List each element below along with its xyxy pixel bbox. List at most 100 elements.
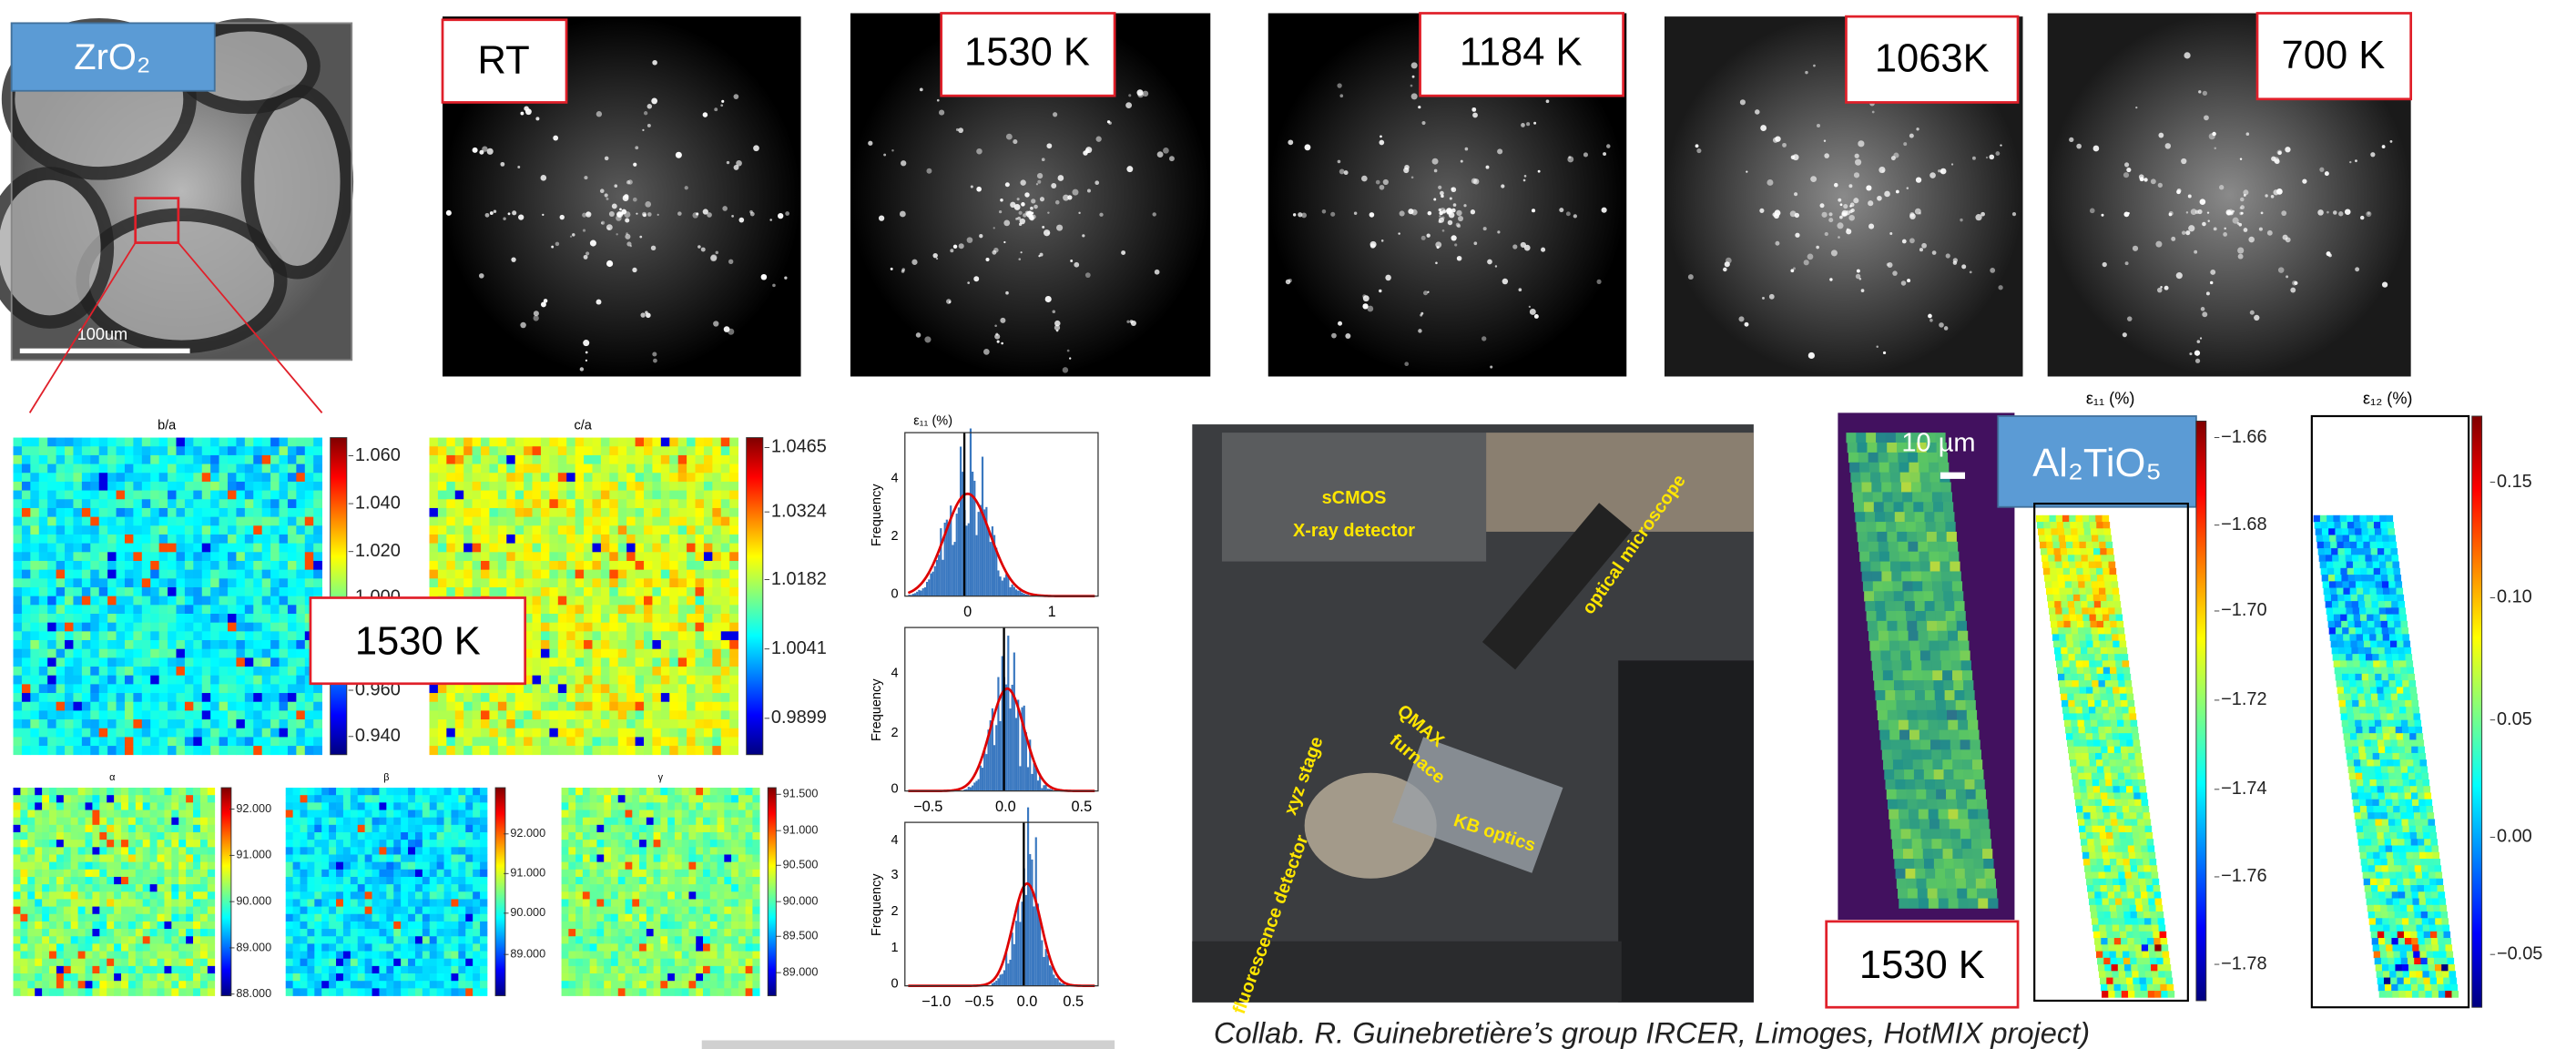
beta-cell [386, 795, 394, 803]
alpha-cell [70, 884, 78, 892]
ba-cell [270, 499, 280, 509]
ca-cell [497, 746, 507, 756]
alpha-cell [114, 929, 122, 937]
ca-cell [524, 596, 533, 606]
ca-cell [720, 684, 730, 694]
beta-cell [465, 943, 473, 952]
ca-cell [617, 578, 627, 588]
beta-cell [436, 884, 444, 892]
ca-cell [592, 614, 602, 624]
ba-cell [219, 463, 229, 474]
ba-cell [228, 667, 237, 677]
beta-cell [393, 929, 402, 937]
ca-cell [549, 684, 559, 694]
ba-cell [21, 605, 31, 615]
ba-cell [73, 543, 83, 553]
ca-cell [489, 552, 499, 562]
ba-cell [193, 728, 203, 738]
beta-cell [408, 840, 416, 848]
beta-cell [401, 884, 409, 892]
alpha-cell [121, 847, 129, 855]
ca-cell [463, 490, 473, 500]
ba-cell [73, 552, 83, 562]
beta-cell [401, 951, 409, 960]
beta-cell [465, 936, 473, 944]
ba-cell [21, 534, 31, 544]
alpha-cell [49, 943, 57, 952]
ba-cell [184, 746, 194, 756]
ba-cell [158, 578, 168, 588]
ca-cell [643, 516, 653, 526]
alpha-cell [13, 788, 21, 796]
beta-cell [480, 840, 488, 848]
ba-cell [133, 719, 143, 729]
spot [702, 209, 708, 215]
spot [1439, 215, 1441, 218]
alpha-cell [149, 854, 158, 862]
alpha-cell [199, 795, 209, 803]
gamma-cell [561, 817, 569, 826]
spot [2171, 236, 2176, 241]
beta-cell [473, 943, 481, 952]
beta-cell [357, 847, 366, 855]
ba-cell [124, 473, 134, 483]
ca-cell [643, 499, 653, 509]
alpha-cell [63, 936, 72, 944]
ba-cell [228, 640, 237, 650]
ca-cell [532, 560, 542, 571]
ba-cell [13, 499, 23, 509]
ca-cell [557, 667, 567, 677]
beta-cell [314, 988, 322, 996]
gamma-cell [568, 913, 576, 922]
ba-cell [116, 534, 126, 544]
ba-cell [287, 534, 297, 544]
ba-cell [81, 437, 91, 447]
spot [645, 311, 648, 314]
alpha-cell [85, 817, 93, 826]
spot [1003, 219, 1011, 227]
spot [600, 220, 606, 225]
spot [1723, 267, 1727, 272]
beta-cell [285, 988, 293, 996]
ba-cell [13, 648, 23, 658]
ca-cell [506, 684, 516, 694]
ca-cell [557, 648, 567, 658]
ca-cell [712, 560, 722, 571]
ba-cell [244, 746, 254, 756]
ca-cell [669, 560, 679, 571]
ba-cell [124, 463, 134, 474]
ca-cell [429, 586, 439, 597]
ba-cell [158, 657, 168, 667]
ca-cell [489, 543, 499, 553]
spot [2069, 137, 2074, 143]
beta-cell [414, 802, 423, 810]
ca-cell [729, 490, 738, 500]
ca-cell [617, 552, 627, 562]
ba-cell [253, 605, 263, 615]
alpha-cell [164, 929, 172, 937]
beta-cell [473, 891, 481, 900]
ca-cell [626, 481, 636, 491]
alpha-cell [207, 899, 216, 907]
beta-cell [408, 795, 416, 803]
ba-cell [47, 693, 56, 703]
ba-cell [279, 622, 289, 632]
spot [551, 245, 555, 249]
alpha-cell [178, 973, 187, 982]
beta-cell [401, 891, 409, 900]
beta-cell [393, 921, 402, 930]
spot [533, 311, 539, 317]
alpha-cell [20, 869, 28, 878]
ba-cell [228, 737, 237, 747]
spot [1533, 121, 1537, 125]
spot [585, 211, 592, 218]
ca-cell [575, 596, 585, 606]
ba-cell [124, 490, 134, 500]
ba-cell [38, 437, 48, 447]
ca-cell [729, 552, 738, 562]
alpha-cell [70, 831, 78, 840]
ca-cell [635, 552, 645, 562]
spot [1939, 322, 1944, 328]
beta-cell [465, 965, 473, 974]
ba-cell [38, 675, 48, 685]
